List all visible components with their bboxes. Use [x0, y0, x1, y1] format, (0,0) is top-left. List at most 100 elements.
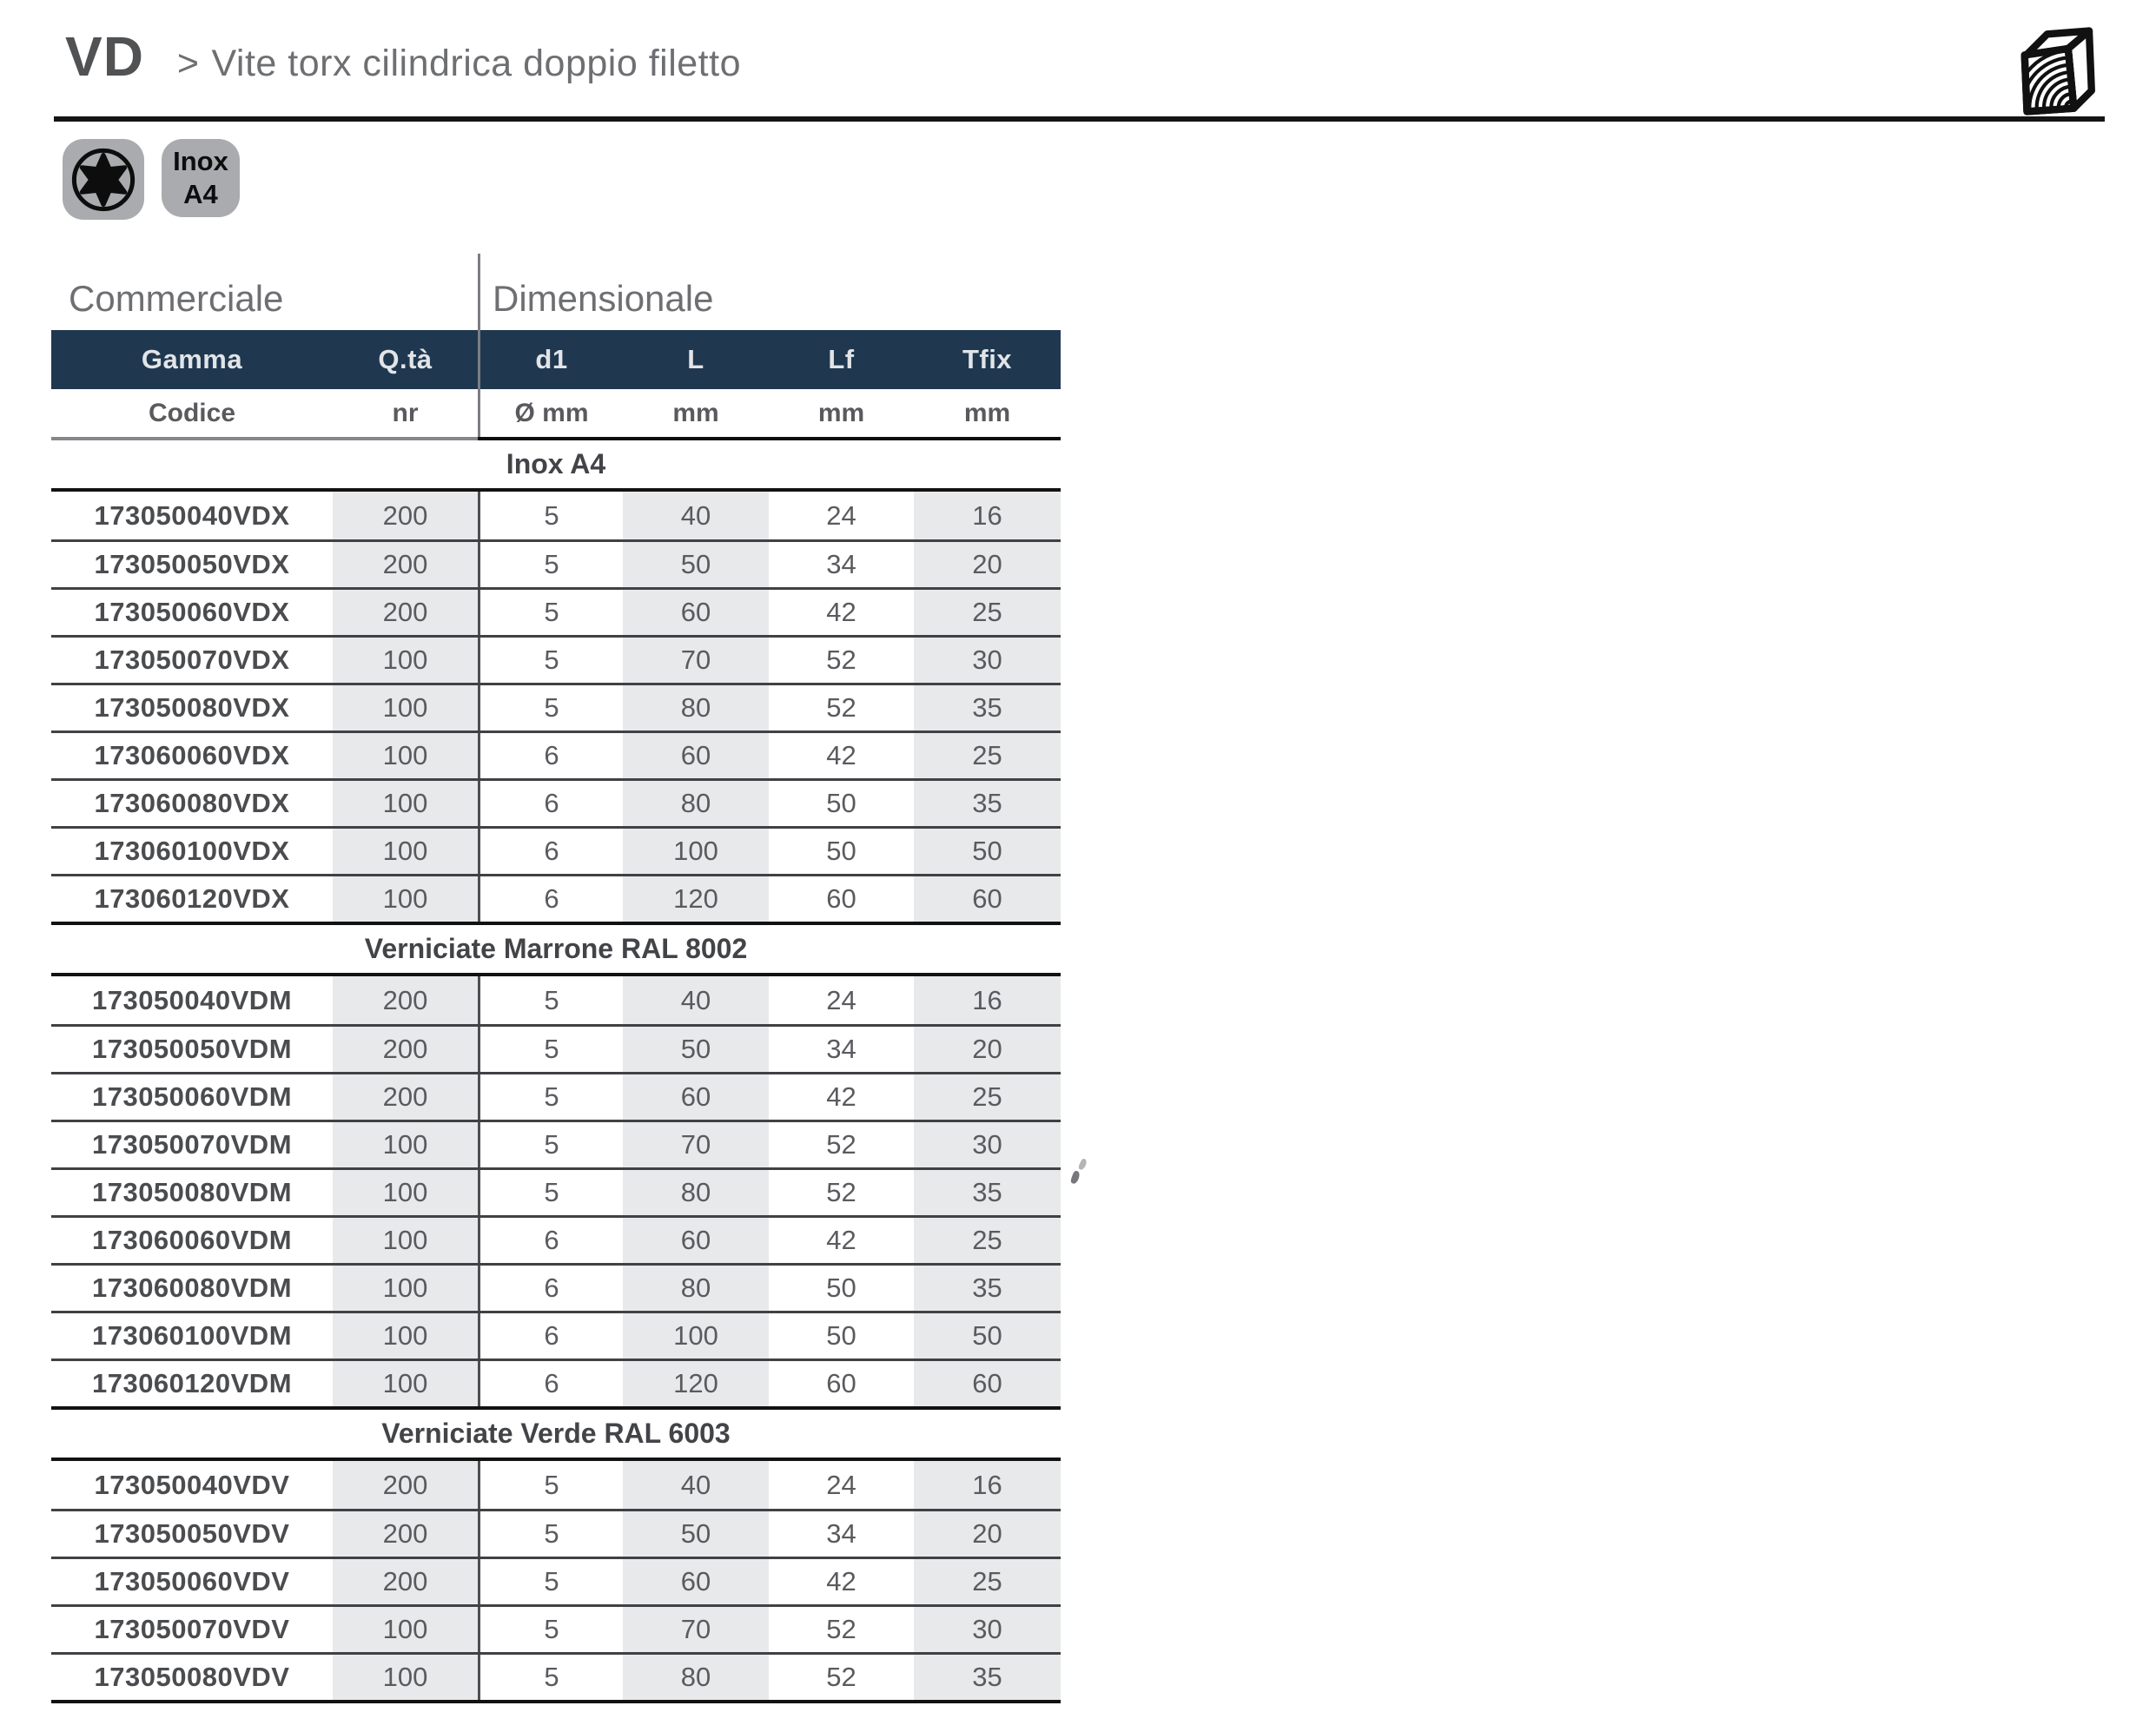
row-value-Lf: 42	[826, 597, 856, 627]
row-value-qta: 100	[333, 781, 478, 826]
row-value-qta: 100	[333, 876, 478, 922]
badge-row: Inox A4	[63, 139, 240, 220]
row-codice: 173060060VDM	[91, 1225, 293, 1255]
table-row: 173060080VDX 100 6 80 50 35	[51, 778, 1061, 826]
row-value-L: 70	[623, 1607, 769, 1652]
row-value-L: 100	[623, 829, 769, 874]
row-value-Tfix: 60	[914, 1361, 1061, 1406]
row-value-Lf: 60	[826, 1368, 856, 1398]
row-value-Lf: 52	[826, 1614, 856, 1644]
row-value-L: 80	[623, 685, 769, 730]
row-value-Tfix: 50	[914, 1313, 1061, 1358]
row-value-Lf: 50	[826, 1273, 856, 1303]
row-codice: 173050060VDM	[91, 1081, 293, 1112]
row-value-d1: 6	[478, 876, 623, 922]
row-value-L: 60	[623, 590, 769, 635]
breadcrumb-arrow: >	[176, 43, 200, 84]
row-codice: 173050070VDX	[94, 645, 290, 675]
row-value-d1: 5	[478, 685, 623, 730]
row-codice: 173060080VDX	[94, 788, 290, 818]
section-boundary-line	[51, 1458, 1061, 1461]
row-value-Tfix: 25	[914, 1074, 1061, 1120]
table-row: 173050080VDX 100 5 80 52 35	[51, 683, 1061, 730]
row-value-qta: 100	[333, 1607, 478, 1652]
row-value-Tfix: 25	[914, 1218, 1061, 1263]
column-subheader-nr: nr	[392, 398, 419, 427]
row-value-Tfix: 30	[914, 1122, 1061, 1167]
table-row: 173060120VDM 100 6 120 60 60	[51, 1358, 1061, 1406]
row-value-qta: 200	[333, 1461, 478, 1509]
torx-drive-icon	[71, 148, 136, 211]
row-value-Lf: 42	[826, 740, 856, 770]
group-label-dimensionale: Dimensionale	[493, 278, 714, 319]
row-value-Tfix: 20	[914, 1511, 1061, 1557]
table-row: 173050050VDM 200 5 50 34 20	[51, 1024, 1061, 1072]
row-value-Tfix: 25	[914, 1559, 1061, 1604]
section-boundary-line	[51, 1406, 1061, 1410]
row-value-d1: 6	[478, 1218, 623, 1263]
column-subheader-codice: Codice	[148, 398, 236, 427]
row-value-Tfix: 35	[914, 1170, 1061, 1215]
row-codice: 173060080VDM	[91, 1273, 293, 1303]
row-value-qta: 100	[333, 1361, 478, 1406]
row-value-Lf: 52	[826, 1129, 856, 1160]
table-row: 173050080VDV 100 5 80 52 35	[51, 1652, 1061, 1700]
row-value-L: 120	[623, 1361, 769, 1406]
row-value-Tfix: 16	[914, 492, 1061, 539]
column-subheader-mm-tfix: mm	[963, 398, 1011, 427]
section-rows: 173050040VDM 200 5 40 24 16 173050050VDM 200 5 50…	[51, 976, 1061, 1406]
table-row: 173050040VDM 200 5 40 24 16	[51, 976, 1061, 1024]
row-codice: 173050050VDV	[94, 1518, 290, 1549]
row-value-qta: 200	[333, 1511, 478, 1557]
row-codice: 173060120VDX	[94, 883, 290, 914]
row-value-qta: 100	[333, 733, 478, 778]
row-value-L: 50	[623, 1511, 769, 1557]
row-value-Tfix: 35	[914, 781, 1061, 826]
row-value-Tfix: 30	[914, 1607, 1061, 1652]
row-value-qta: 100	[333, 829, 478, 874]
row-codice: 173050070VDV	[94, 1614, 290, 1644]
row-codice: 173050040VDM	[91, 984, 293, 1015]
row-codice: 173050080VDX	[94, 692, 290, 723]
row-value-qta: 200	[333, 1074, 478, 1120]
column-subheader-mm-l: mm	[672, 398, 719, 427]
row-value-qta: 100	[333, 1218, 478, 1263]
column-subheader-dmm: Ø mm	[478, 389, 623, 437]
row-value-L: 40	[623, 1461, 769, 1509]
row-value-d1: 5	[478, 590, 623, 635]
row-value-Tfix: 60	[914, 876, 1061, 922]
row-codice: 173050080VDV	[94, 1662, 290, 1692]
row-value-L: 80	[623, 1170, 769, 1215]
row-value-Lf: 50	[826, 836, 856, 866]
row-value-d1: 5	[478, 1511, 623, 1557]
row-value-qta: 200	[333, 1559, 478, 1604]
product-title: > Vite torx cilindrica doppio filetto	[177, 43, 741, 85]
row-codice: 173050060VDX	[94, 597, 290, 627]
column-header-gamma: Gamma	[141, 344, 243, 374]
row-value-Lf: 24	[826, 984, 856, 1015]
row-value-qta: 100	[333, 1655, 478, 1700]
table-row: 173050050VDX 200 5 50 34 20	[51, 539, 1061, 587]
row-value-Tfix: 35	[914, 1655, 1061, 1700]
row-value-L: 100	[623, 1313, 769, 1358]
section-rows: 173050040VDV 200 5 40 24 16 173050050VDV 200 5 50…	[51, 1461, 1061, 1700]
product-title-text: Vite torx cilindrica doppio filetto	[211, 43, 741, 84]
row-value-d1: 5	[478, 638, 623, 683]
section-rows: 173050040VDX 200 5 40 24 16 173050050VDX 200 5 50…	[51, 492, 1061, 922]
row-value-qta: 200	[333, 590, 478, 635]
row-value-qta: 200	[333, 1027, 478, 1072]
row-value-Lf: 50	[826, 788, 856, 818]
section-boundary-line	[51, 488, 1061, 492]
inox-badge-line2: A4	[183, 179, 218, 209]
row-value-Tfix: 25	[914, 733, 1061, 778]
table-row: 173060060VDM 100 6 60 42 25	[51, 1215, 1061, 1263]
row-value-L: 50	[623, 1027, 769, 1072]
row-value-Tfix: 20	[914, 542, 1061, 587]
inox-a4-badge: Inox A4	[162, 139, 240, 217]
row-codice: 173050080VDM	[91, 1177, 293, 1207]
row-value-qta: 200	[333, 492, 478, 539]
scan-speck	[1069, 1170, 1081, 1185]
row-value-d1: 5	[478, 1170, 623, 1215]
row-value-d1: 5	[478, 1559, 623, 1604]
row-codice: 173050040VDV	[94, 1469, 290, 1500]
